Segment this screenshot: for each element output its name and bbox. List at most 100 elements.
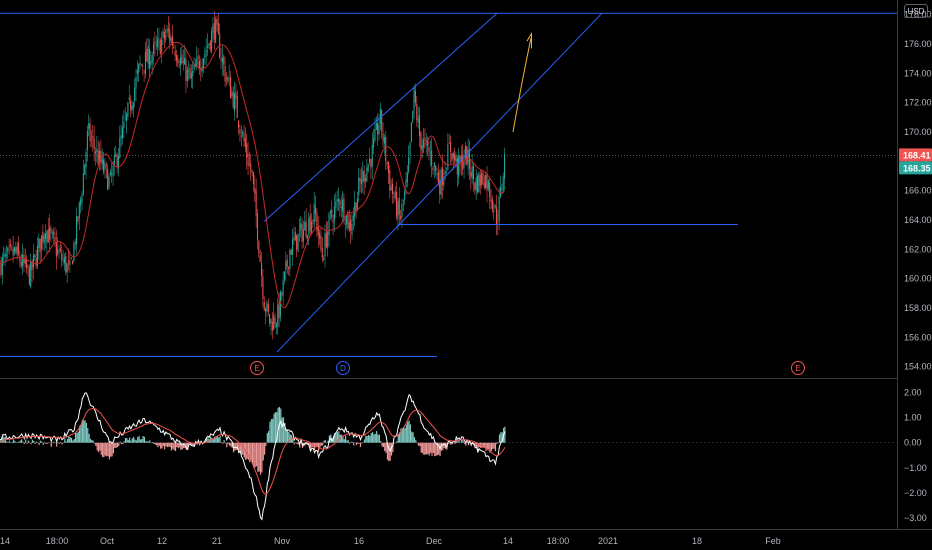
histogram-bar: [110, 442, 112, 457]
trend-drawings[interactable]: [0, 12, 897, 357]
candle: [308, 212, 310, 246]
candle-body: [481, 173, 483, 185]
candle: [332, 214, 334, 236]
candle-body: [378, 124, 380, 135]
price-tags: 168.41 168.35: [899, 148, 932, 175]
candle: [227, 75, 229, 84]
event-marker[interactable]: D: [336, 361, 350, 375]
histogram-bar: [99, 442, 101, 451]
candle-body: [186, 69, 188, 81]
candle: [337, 187, 340, 211]
histogram-bar: [242, 442, 244, 455]
candle: [273, 302, 275, 331]
histogram-bar: [409, 424, 411, 443]
histogram-bar: [477, 442, 479, 451]
event-marker[interactable]: E: [250, 361, 264, 375]
candle-body: [427, 141, 429, 146]
candle: [262, 269, 264, 308]
candle-body: [336, 198, 338, 202]
histogram-bar: [2, 436, 4, 443]
candle: [288, 266, 290, 276]
candle: [324, 224, 326, 268]
candle: [502, 172, 504, 194]
histogram-bar: [72, 440, 74, 443]
candle-body: [301, 224, 303, 242]
histogram-bar: [327, 440, 329, 443]
candle-body: [82, 173, 84, 195]
candle-body: [409, 142, 411, 155]
candle: [404, 186, 406, 206]
price-tick-label: 158.00: [904, 303, 932, 313]
histogram-bar: [95, 442, 97, 447]
candle-body: [45, 233, 47, 239]
histogram-bar: [339, 434, 341, 443]
candle-body: [458, 156, 460, 178]
time-tick-label: 14: [0, 536, 10, 546]
histogram-bar: [66, 438, 69, 443]
candle-body: [150, 61, 152, 66]
event-circle: [336, 361, 350, 375]
candle-body: [144, 52, 146, 75]
candle-body: [182, 61, 184, 63]
candle: [329, 209, 331, 220]
candle: [163, 24, 165, 49]
candle-body: [211, 30, 213, 52]
time-tick-label: 18: [692, 536, 702, 546]
candle: [135, 68, 137, 102]
candle-body: [209, 41, 211, 50]
candle: [458, 148, 460, 185]
candle: [43, 232, 45, 252]
candle: [363, 165, 365, 196]
candle-body: [464, 145, 466, 159]
candle-body: [4, 252, 6, 258]
candle: [274, 312, 276, 329]
histogram-bar: [231, 442, 233, 448]
candle-body: [215, 18, 217, 43]
candle-body: [70, 257, 72, 259]
histogram-bar: [151, 442, 154, 443]
candle: [369, 147, 371, 166]
candle: [382, 122, 384, 148]
candle-body: [65, 255, 67, 273]
candle: [185, 47, 187, 93]
histogram-bar: [486, 442, 488, 450]
arrow-shaft: [512, 38, 532, 133]
histogram-bar: [369, 435, 371, 443]
time-tick-label: 18:00: [547, 536, 570, 546]
event-marker[interactable]: E: [791, 361, 805, 375]
histogram-bar: [366, 436, 368, 443]
candle-body: [495, 206, 497, 226]
histogram-bar: [355, 442, 357, 446]
currency-badge[interactable]: USD: [904, 4, 928, 18]
histogram-bar: [417, 442, 420, 446]
candle: [401, 198, 403, 228]
histogram-bar: [226, 442, 228, 448]
candle: [165, 28, 167, 43]
histogram-bar: [300, 442, 302, 444]
candle-body: [32, 255, 34, 268]
histogram-bar: [489, 442, 491, 453]
histogram-bar: [215, 436, 217, 443]
candle: [471, 154, 473, 185]
histogram-bar: [92, 440, 94, 443]
histogram-bar: [488, 442, 490, 450]
candle: [211, 27, 213, 54]
candle: [144, 41, 146, 79]
histogram-bar: [60, 442, 62, 443]
candle-body: [382, 132, 384, 141]
candle-body: [298, 230, 300, 232]
candle: [74, 238, 76, 250]
candle-body: [61, 253, 63, 261]
candle: [242, 129, 244, 138]
candle: [463, 149, 465, 179]
candle-body: [305, 221, 307, 237]
candle-body: [13, 247, 16, 253]
histogram-bar: [351, 441, 353, 443]
candle-body: [169, 29, 171, 41]
candle-body: [116, 155, 118, 167]
candle: [77, 216, 79, 225]
histogram-bar: [12, 439, 15, 443]
candle-body: [396, 191, 398, 217]
